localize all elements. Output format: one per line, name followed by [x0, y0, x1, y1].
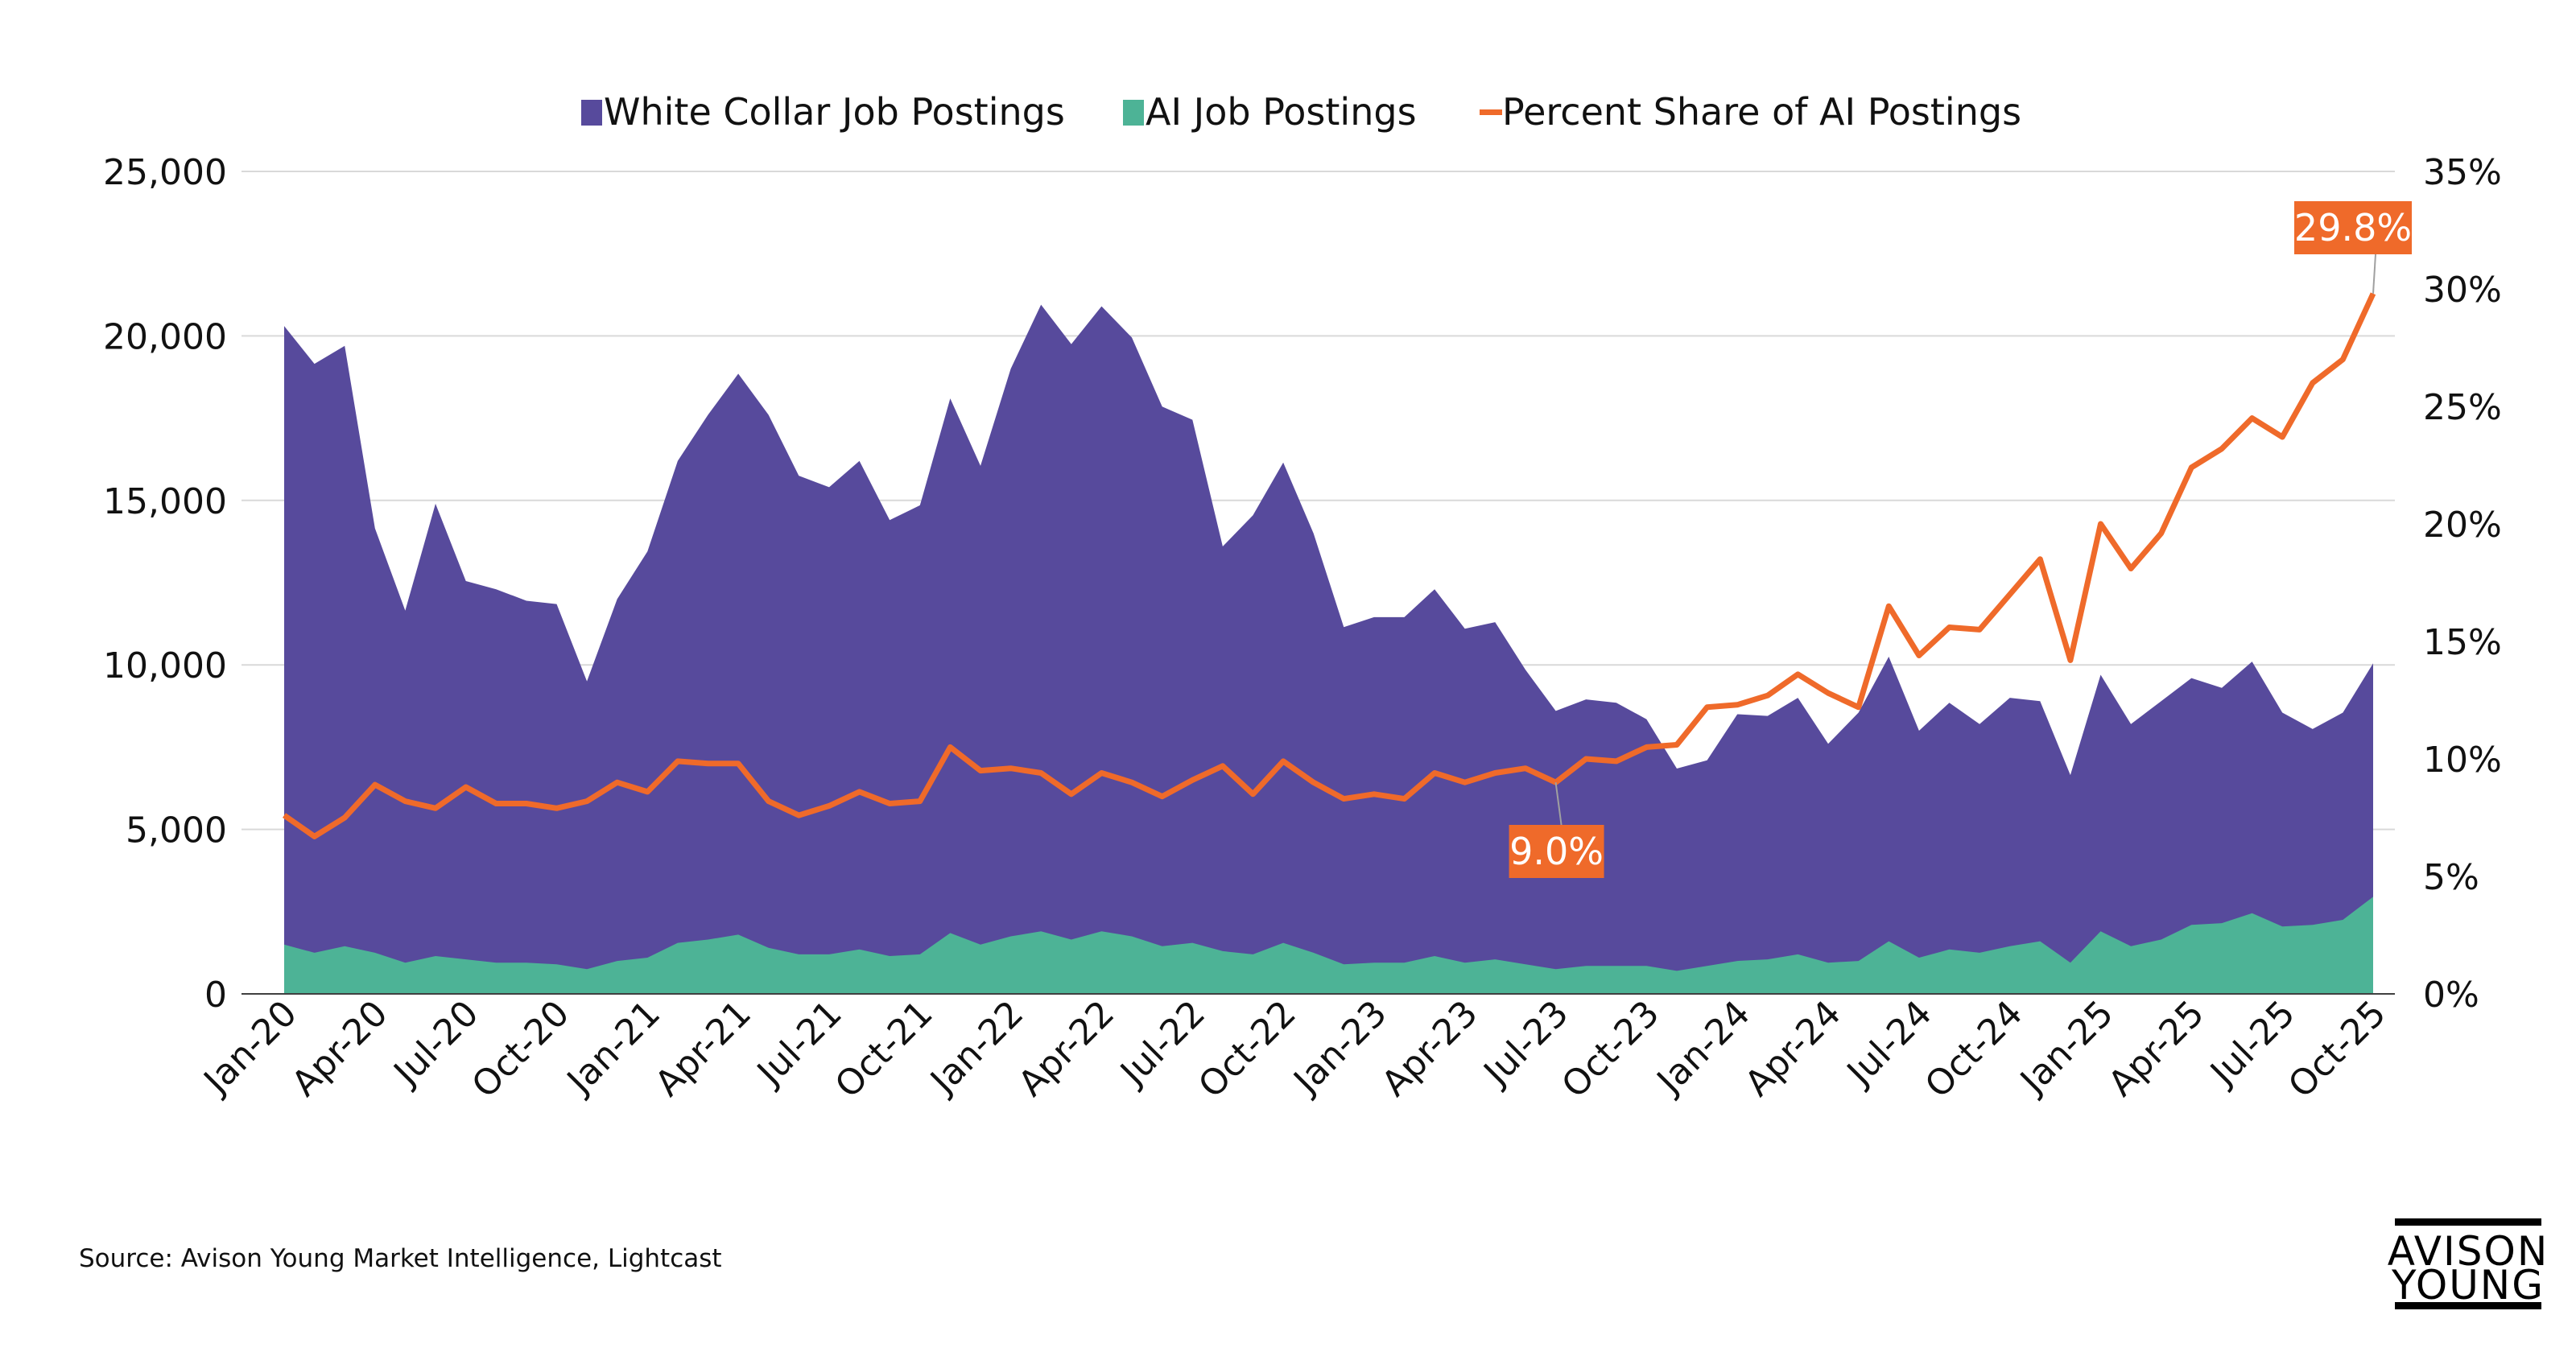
x-tick-label: Jan-25: [2011, 993, 2121, 1103]
right-axis: 0% 5% 10% 15% 20% 25% 30% 35%: [2423, 152, 2502, 1016]
areas: [284, 304, 2373, 995]
source-note: Source: Avison Young Market Intelligence…: [79, 1244, 722, 1273]
legend-swatch: [581, 100, 602, 126]
x-tick-label: Apr-24: [1737, 993, 1849, 1105]
x-tick-label: Jan-24: [1648, 993, 1758, 1103]
callout-box: [2294, 201, 2412, 254]
y-tick-label: 25,000: [103, 152, 227, 193]
x-tick-label: Jan-22: [921, 993, 1031, 1103]
x-tick-label: Apr-25: [2100, 993, 2212, 1105]
legend: White Collar Job Postings AI Job Postings…: [581, 90, 2021, 134]
line-percent-share: [282, 292, 2376, 839]
y-tick-label: 10,000: [103, 645, 227, 686]
callout-leader: [2372, 254, 2376, 294]
y2-tick-label: 5%: [2423, 857, 2479, 898]
callout-leader: [1554, 782, 1563, 826]
callouts: 9.0% 29.8%: [1509, 201, 2412, 878]
area-white-collar-job-postings: [284, 304, 2373, 995]
logo-bar-top: [2395, 1218, 2541, 1226]
logo-line1: AVISON: [2388, 1228, 2549, 1275]
x-tick-label: Apr-23: [1374, 993, 1486, 1105]
y-tick-label: 5,000: [126, 810, 227, 851]
y2-tick-label: 20%: [2423, 505, 2502, 546]
x-tick-label: Oct-21: [828, 993, 941, 1107]
area-ai-job-postings: [284, 897, 2373, 994]
legend-label: Percent Share of AI Postings: [1502, 90, 2021, 134]
x-tick-label: Oct-24: [1918, 993, 2031, 1107]
callout-box: [1509, 825, 1604, 878]
x-tick-label: Oct-20: [464, 993, 578, 1107]
y2-tick-label: 0%: [2423, 975, 2479, 1016]
avison-young-logo: AVISON YOUNG: [2388, 1218, 2549, 1309]
y2-tick-label: 30%: [2423, 270, 2502, 311]
y-tick-label: 15,000: [103, 481, 227, 522]
x-tick-label: Apr-20: [284, 993, 396, 1105]
x-tick-label: Apr-22: [1010, 993, 1122, 1105]
x-axis: Jan-20Apr-20Jul-20Oct-20Jan-21Apr-21Jul-…: [195, 993, 2395, 1107]
y2-tick-label: 15%: [2423, 622, 2502, 663]
legend-label: White Collar Job Postings: [604, 90, 1065, 134]
x-tick-label: Oct-22: [1191, 993, 1304, 1107]
callout-label: 29.8%: [2294, 206, 2412, 249]
callout-label: 9.0%: [1509, 830, 1604, 873]
x-tick-label: Apr-21: [647, 993, 759, 1105]
legend-swatch: [1123, 100, 1144, 126]
left-axis: 0 5,000 10,000 15,000 20,000 25,000: [103, 152, 227, 1016]
logo-line2: YOUNG: [2391, 1262, 2545, 1309]
x-tick-label: Jan-23: [1285, 993, 1395, 1103]
y2-tick-label: 25%: [2423, 387, 2502, 428]
x-tick-label: Oct-23: [1554, 993, 1667, 1107]
logo-bar-bottom: [2395, 1302, 2541, 1309]
legend-label: AI Job Postings: [1146, 90, 1417, 134]
legend-swatch: [1480, 109, 1502, 115]
y-tick-label: 0: [204, 975, 227, 1016]
y2-tick-label: 10%: [2423, 740, 2502, 781]
y-tick-label: 20,000: [103, 316, 227, 357]
y2-tick-label: 35%: [2423, 152, 2502, 193]
x-tick-label: Jan-21: [558, 993, 668, 1103]
lines: [282, 292, 2376, 839]
x-tick-label: Oct-25: [2281, 993, 2394, 1107]
